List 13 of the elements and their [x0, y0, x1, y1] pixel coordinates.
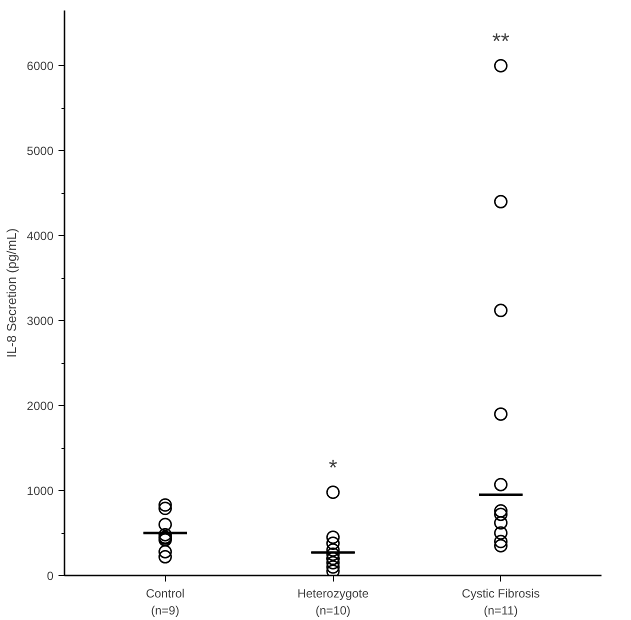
- x-tick-label: Control (n=9): [146, 586, 185, 618]
- x-tick-label: Heterozygote (n=10): [297, 586, 370, 618]
- y-tick-label: 0: [46, 569, 54, 583]
- y-tick-label: 3000: [26, 314, 54, 328]
- y-axis-title: IL-8 Secretion (pg/mL): [4, 228, 19, 358]
- y-tick-label: 4000: [26, 229, 54, 244]
- x-tick-label: Cystic Fibrosis (n=11): [462, 586, 540, 618]
- y-tick-label: 2000: [26, 399, 54, 414]
- y-tick-label: 1000: [26, 484, 54, 498]
- annotation: **: [492, 28, 510, 54]
- y-tick-label: 6000: [26, 59, 54, 74]
- annotation: *: [328, 455, 338, 480]
- y-tick-label: 5000: [26, 144, 54, 158]
